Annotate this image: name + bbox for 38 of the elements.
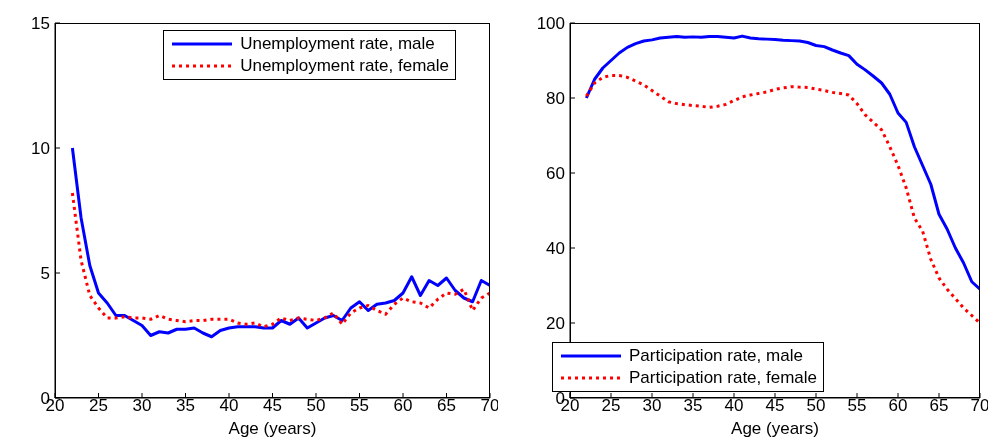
legend-label: Participation rate, female [629,367,818,389]
x-tick-label: 60 [888,396,908,416]
y-tick-label: 100 [536,14,565,34]
x-tick-label: 35 [683,396,703,416]
legend-label: Unemployment rate, male [240,33,435,55]
x-axis-title: Age (years) [731,419,819,438]
x-tick-label: 65 [929,396,949,416]
y-tick-label: 80 [546,89,565,109]
y-tick-label: 15 [31,14,50,34]
x-tick-label: 65 [437,396,456,416]
x-tick-label: 30 [642,396,662,416]
x-tick-label: 70 [480,396,500,416]
x-tick-label: 55 [350,396,369,416]
y-tick-label: 5 [40,264,50,284]
line-series [584,34,980,291]
y-tick-label: 40 [546,239,565,259]
line-series [584,74,980,325]
x-tick-label: 45 [765,396,785,416]
y-tick-label: 20 [546,314,565,334]
x-tick-label: 55 [847,396,867,416]
legend-label: Unemployment rate, female [240,55,449,77]
x-tick-label: 50 [806,396,826,416]
x-tick-label: 45 [263,396,282,416]
x-tick-label: 40 [219,396,239,416]
x-tick-label: 70 [970,396,990,416]
line-series [70,191,490,329]
x-tick-label: 30 [132,396,152,416]
legend-label: Participation rate, male [629,345,803,367]
y-tick-label: 60 [546,164,565,184]
x-tick-label: 25 [89,396,108,416]
x-tick-label: 40 [724,396,744,416]
x-tick-label: 25 [601,396,621,416]
x-tick-label: 50 [306,396,326,416]
x-tick-label: 35 [176,396,195,416]
line-series [70,146,490,339]
x-tick-label: 60 [393,396,413,416]
y-tick-label: 10 [31,139,50,159]
x-axis-title: Age (years) [228,419,317,438]
